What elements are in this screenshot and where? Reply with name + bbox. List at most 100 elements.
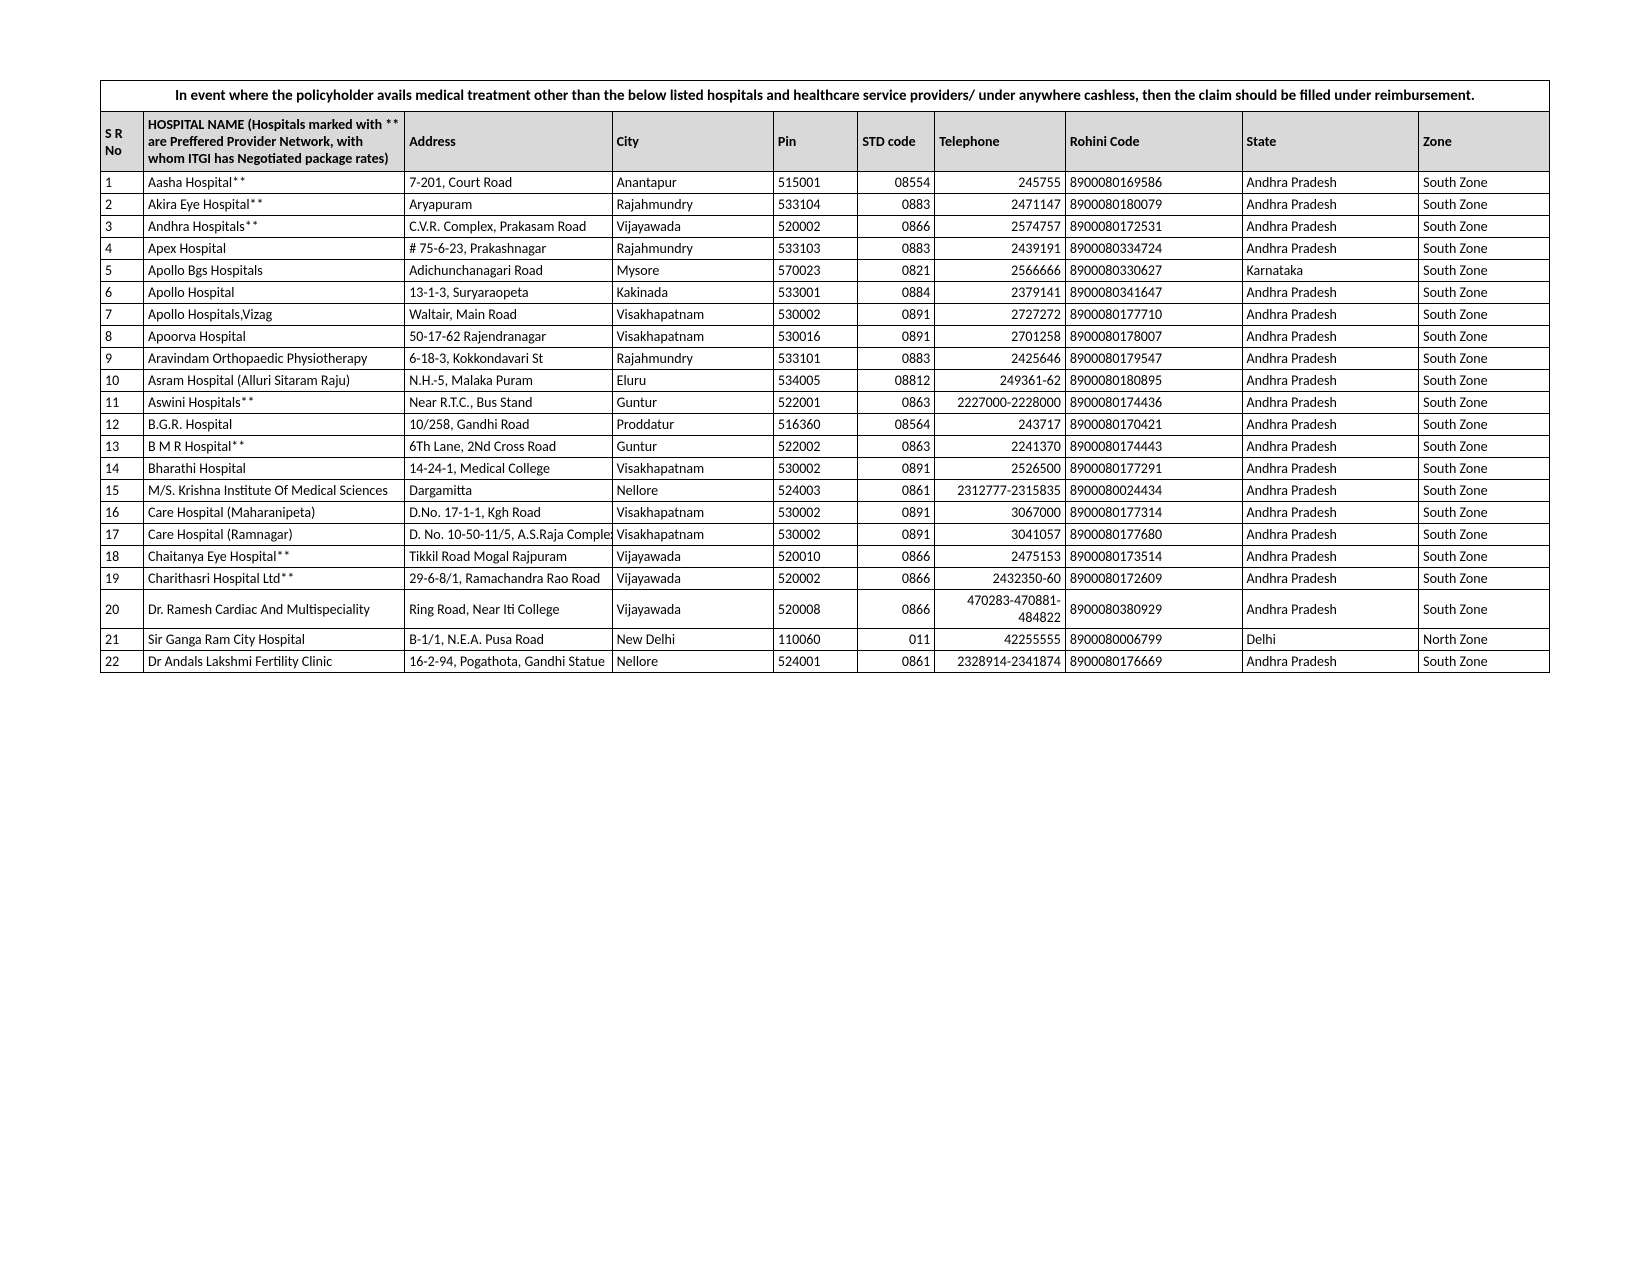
cell-state: Andhra Pradesh [1242, 172, 1419, 194]
cell-addr: 10/258, Gandhi Road [405, 414, 612, 436]
cell-sr: 14 [101, 458, 144, 480]
cell-rohini: 8900080177291 [1065, 458, 1242, 480]
cell-sr: 21 [101, 629, 144, 651]
cell-addr: N.H.-5, Malaka Puram [405, 370, 612, 392]
cell-sr: 1 [101, 172, 144, 194]
column-header: Rohini Code [1065, 112, 1242, 172]
cell-name: Akira Eye Hospital** [144, 194, 405, 216]
cell-city: Guntur [612, 436, 773, 458]
table-row: 4Apex Hospital# 75-6-23, PrakashnagarRaj… [101, 238, 1550, 260]
cell-name: Dr Andals Lakshmi Fertility Clinic [144, 651, 405, 673]
table-row: 22Dr Andals Lakshmi Fertility Clinic16-2… [101, 651, 1550, 673]
cell-sr: 20 [101, 590, 144, 629]
cell-std: 0883 [858, 238, 935, 260]
cell-pin: 522002 [773, 436, 858, 458]
cell-city: Vijayawada [612, 546, 773, 568]
cell-name: Apoorva Hospital [144, 326, 405, 348]
column-header: State [1242, 112, 1419, 172]
cell-sr: 16 [101, 502, 144, 524]
cell-pin: 520002 [773, 216, 858, 238]
table-row: 9Aravindam Orthopaedic Physiotherapy6-18… [101, 348, 1550, 370]
cell-std: 0883 [858, 194, 935, 216]
column-header: Telephone [935, 112, 1066, 172]
cell-addr: B-1/1, N.E.A. Pusa Road [405, 629, 612, 651]
table-row: 16Care Hospital (Maharanipeta)D.No. 17-1… [101, 502, 1550, 524]
cell-pin: 530002 [773, 524, 858, 546]
cell-addr: Aryapuram [405, 194, 612, 216]
cell-city: Rajahmundry [612, 348, 773, 370]
cell-tel: 2379141 [935, 282, 1066, 304]
cell-pin: 533103 [773, 238, 858, 260]
cell-pin: 524001 [773, 651, 858, 673]
cell-tel: 2432350-60 [935, 568, 1066, 590]
cell-rohini: 8900080180079 [1065, 194, 1242, 216]
cell-city: Anantapur [612, 172, 773, 194]
cell-tel: 2574757 [935, 216, 1066, 238]
cell-zone: South Zone [1419, 651, 1550, 673]
cell-sr: 6 [101, 282, 144, 304]
cell-rohini: 8900080380929 [1065, 590, 1242, 629]
cell-std: 08564 [858, 414, 935, 436]
cell-std: 0863 [858, 436, 935, 458]
cell-pin: 515001 [773, 172, 858, 194]
cell-tel: 245755 [935, 172, 1066, 194]
cell-zone: South Zone [1419, 546, 1550, 568]
cell-std: 0866 [858, 216, 935, 238]
cell-addr: Ring Road, Near Iti College [405, 590, 612, 629]
table-row: 21Sir Ganga Ram City HospitalB-1/1, N.E.… [101, 629, 1550, 651]
cell-pin: 520010 [773, 546, 858, 568]
cell-rohini: 8900080174436 [1065, 392, 1242, 414]
cell-name: Dr. Ramesh Cardiac And Multispeciality [144, 590, 405, 629]
table-header-row: S R NoHOSPITAL NAME (Hospitals marked wi… [101, 112, 1550, 172]
table-title: In event where the policyholder avails m… [101, 81, 1550, 112]
cell-zone: South Zone [1419, 458, 1550, 480]
cell-zone: North Zone [1419, 629, 1550, 651]
cell-pin: 520008 [773, 590, 858, 629]
cell-rohini: 8900080173514 [1065, 546, 1242, 568]
cell-zone: South Zone [1419, 194, 1550, 216]
cell-sr: 9 [101, 348, 144, 370]
cell-city: Vijayawada [612, 568, 773, 590]
cell-sr: 12 [101, 414, 144, 436]
cell-pin: 520002 [773, 568, 858, 590]
cell-pin: 516360 [773, 414, 858, 436]
cell-sr: 13 [101, 436, 144, 458]
cell-state: Karnataka [1242, 260, 1419, 282]
cell-std: 0891 [858, 304, 935, 326]
cell-rohini: 8900080178007 [1065, 326, 1242, 348]
cell-zone: South Zone [1419, 370, 1550, 392]
cell-name: Apex Hospital [144, 238, 405, 260]
cell-state: Andhra Pradesh [1242, 238, 1419, 260]
cell-tel: 2526500 [935, 458, 1066, 480]
table-row: 3Andhra Hospitals**C.V.R. Complex, Praka… [101, 216, 1550, 238]
cell-sr: 11 [101, 392, 144, 414]
cell-rohini: 8900080330627 [1065, 260, 1242, 282]
cell-rohini: 8900080177314 [1065, 502, 1242, 524]
cell-state: Andhra Pradesh [1242, 370, 1419, 392]
cell-sr: 2 [101, 194, 144, 216]
cell-sr: 7 [101, 304, 144, 326]
table-row: 17Care Hospital (Ramnagar)D. No. 10-50-1… [101, 524, 1550, 546]
cell-city: Vijayawada [612, 216, 773, 238]
cell-tel: 2566666 [935, 260, 1066, 282]
cell-sr: 22 [101, 651, 144, 673]
cell-std: 0891 [858, 524, 935, 546]
cell-city: Visakhapatnam [612, 502, 773, 524]
table-row: 20Dr. Ramesh Cardiac And Multispeciality… [101, 590, 1550, 629]
cell-std: 0884 [858, 282, 935, 304]
cell-zone: South Zone [1419, 568, 1550, 590]
cell-sr: 10 [101, 370, 144, 392]
cell-pin: 530002 [773, 304, 858, 326]
cell-pin: 570023 [773, 260, 858, 282]
cell-zone: South Zone [1419, 392, 1550, 414]
cell-std: 08812 [858, 370, 935, 392]
cell-sr: 19 [101, 568, 144, 590]
cell-rohini: 8900080174443 [1065, 436, 1242, 458]
table-row: 19Charithasri Hospital Ltd**29-6-8/1, Ra… [101, 568, 1550, 590]
cell-state: Andhra Pradesh [1242, 458, 1419, 480]
cell-city: Visakhapatnam [612, 524, 773, 546]
cell-name: Apollo Bgs Hospitals [144, 260, 405, 282]
table-row: 2Akira Eye Hospital**AryapuramRajahmundr… [101, 194, 1550, 216]
cell-pin: 533001 [773, 282, 858, 304]
table-row: 11Aswini Hospitals**Near R.T.C., Bus Sta… [101, 392, 1550, 414]
